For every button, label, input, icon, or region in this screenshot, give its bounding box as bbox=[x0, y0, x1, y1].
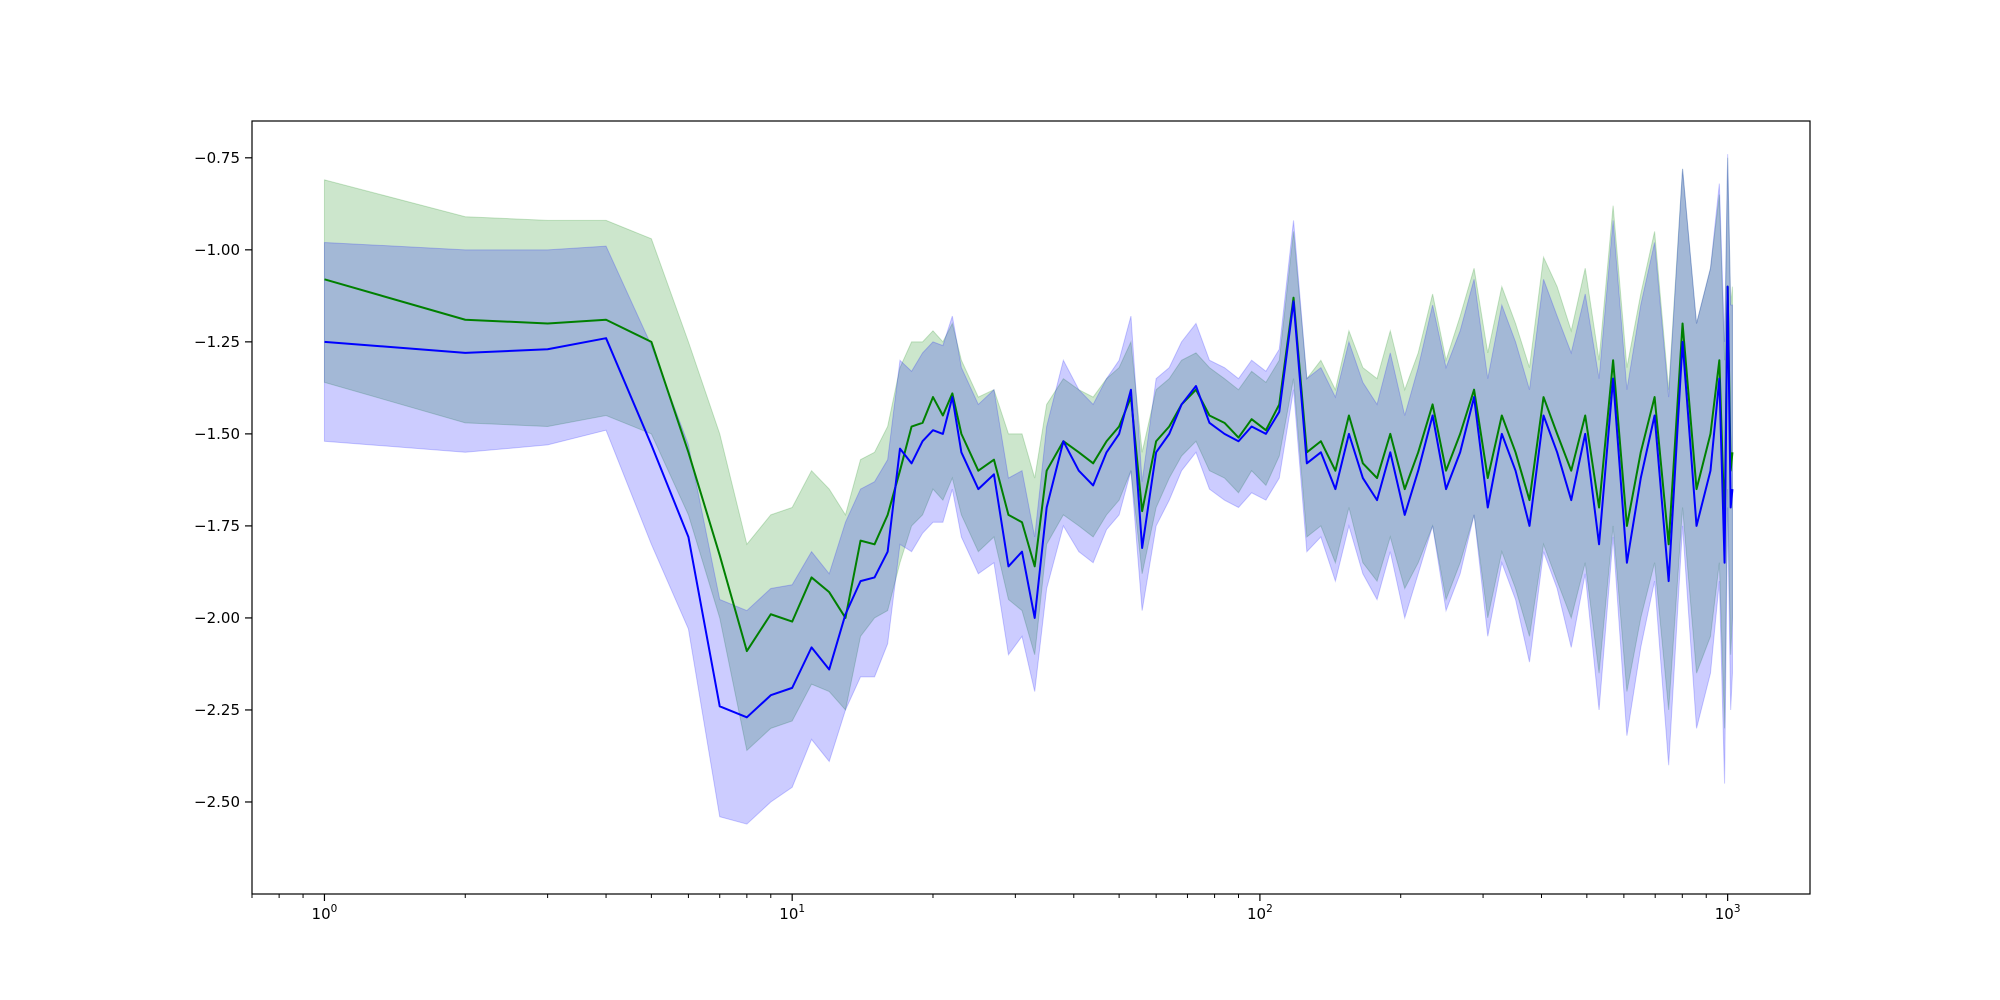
series-2-confidence-band bbox=[323, 154, 1733, 825]
axes-frame bbox=[251, 120, 1811, 895]
x-tick-label: 100 bbox=[312, 903, 338, 923]
plot-area bbox=[323, 154, 1734, 825]
series-1-line bbox=[324, 278, 1734, 653]
y-tick-label: −2.00 bbox=[194, 609, 240, 627]
x-tick-exponent: 3 bbox=[1734, 903, 1741, 915]
y-tick-label: −1.00 bbox=[194, 241, 240, 259]
series-2-line bbox=[324, 285, 1734, 719]
y-tick-label: −2.50 bbox=[194, 793, 240, 811]
y-tick-label: −0.75 bbox=[194, 149, 240, 167]
x-tick-base: 10 bbox=[779, 905, 798, 923]
x-tick-exponent: 1 bbox=[798, 903, 805, 915]
x-tick-base: 10 bbox=[1247, 905, 1266, 923]
x-tick-label: 103 bbox=[1715, 903, 1741, 923]
x-tick-label: 102 bbox=[1247, 903, 1273, 923]
y-axis: −0.75 −1.00 −1.25 −1.50 −1.75 −2.00 −2.25 −2.50 bbox=[194, 149, 252, 811]
x-tick-exponent: 2 bbox=[1266, 903, 1273, 915]
y-tick-label: −1.75 bbox=[194, 517, 240, 535]
y-tick-label: −1.25 bbox=[194, 333, 240, 351]
y-tick-label: −1.50 bbox=[194, 425, 240, 443]
series-1-confidence-band bbox=[323, 157, 1733, 752]
x-tick-base: 10 bbox=[1715, 905, 1734, 923]
y-tick-label: −2.25 bbox=[194, 701, 240, 719]
x-tick-base: 10 bbox=[312, 905, 331, 923]
x-axis: 100 101 102 103 bbox=[251, 894, 1741, 923]
x-tick-exponent: 0 bbox=[331, 903, 338, 915]
x-tick-label: 101 bbox=[779, 903, 805, 923]
